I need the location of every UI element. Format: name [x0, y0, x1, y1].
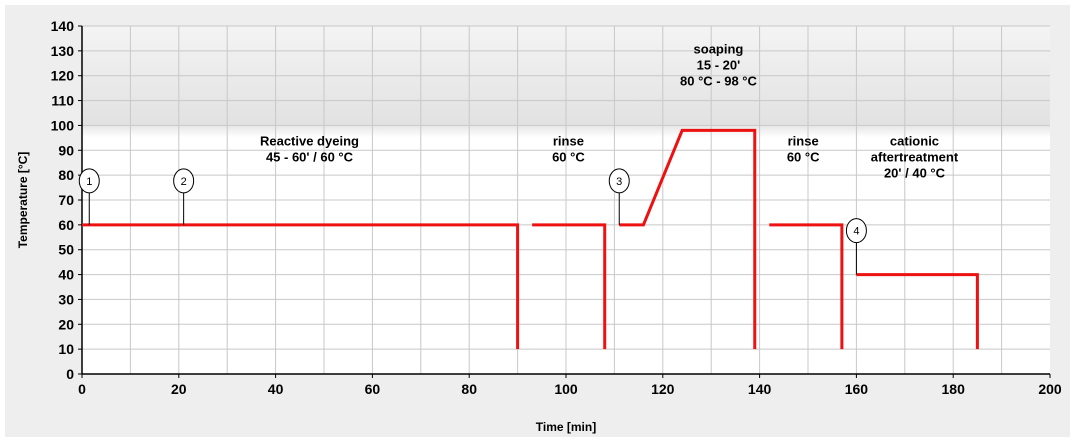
temperature-time-chart: 0 10 20 30 40 50 60 70 80 90 100 110 120 130 140 0 20 40 6… [16, 18, 1062, 434]
step-marker-circle [608, 168, 630, 194]
x-tick-label: 140 [748, 381, 772, 397]
step-marker-label: 4 [853, 226, 859, 238]
stage-annotation: rinse 60 °C [787, 133, 820, 164]
x-tick-label: 20 [171, 381, 187, 397]
y-tick-label: 20 [58, 316, 74, 332]
stage-annotation: rinse 60 °C [552, 133, 585, 164]
annotation-line: cationic [890, 133, 939, 148]
x-tick-label: 0 [78, 381, 86, 397]
temperature-segment [619, 128, 757, 350]
x-tick-label: 160 [845, 381, 869, 397]
x-tick-label: 60 [365, 381, 381, 397]
x-tick-label: 120 [651, 381, 675, 397]
y-axis-title: Temperature [°C] [16, 152, 30, 249]
temperature-segment [856, 273, 979, 350]
y-tick-label: 0 [66, 366, 74, 382]
annotation-line: 20' / 40 °C [884, 165, 946, 180]
annotation-line: rinse [788, 133, 819, 148]
temperature-segment [82, 223, 520, 350]
annotation-line: 45 - 60' / 60 °C [266, 149, 354, 164]
y-tick-label: 50 [58, 242, 74, 258]
annotation-line: Reactive dyeing [260, 133, 359, 148]
stage-annotation: cationic aftertreatment 20' / 40 °C [871, 133, 959, 180]
annotation-line: soaping [694, 41, 744, 56]
y-tick-label: 100 [51, 117, 75, 133]
y-tick-label: 90 [58, 142, 74, 158]
step-marker-circle [845, 218, 867, 244]
x-axis-title: Time [min] [536, 420, 596, 434]
y-tick-label: 130 [51, 43, 75, 59]
y-tick-label: 40 [58, 267, 74, 283]
y-tick-label: 120 [51, 68, 75, 84]
stage-annotation: Reactive dyeing 45 - 60' / 60 °C [260, 133, 359, 164]
y-tick-label: 140 [51, 18, 75, 34]
y-tick-label: 80 [58, 167, 74, 183]
annotation-line: 80 °C - 98 °C [680, 73, 757, 88]
step-marker-circle [173, 168, 195, 194]
y-tick-label: 70 [58, 192, 74, 208]
x-tick-label: 100 [554, 381, 578, 397]
step-marker-label: 3 [616, 176, 622, 188]
step-marker-label: 1 [86, 176, 92, 188]
stage-annotation: soaping 15 - 20' 80 °C - 98 °C [680, 41, 757, 88]
annotation-line: aftertreatment [871, 149, 959, 164]
y-tick-label: 60 [58, 217, 74, 233]
x-tick-label: 40 [268, 381, 284, 397]
annotation-line: 60 °C [552, 149, 585, 164]
y-tick-label: 10 [58, 341, 74, 357]
annotation-line: 15 - 20' [697, 57, 741, 72]
x-tick-label: 80 [461, 381, 477, 397]
step-marker-label: 2 [181, 176, 187, 188]
y-tick-label: 30 [58, 291, 74, 307]
annotation-line: 60 °C [787, 149, 820, 164]
step-marker-circle [78, 168, 100, 194]
x-tick-label: 180 [942, 381, 966, 397]
temperature-segment [769, 223, 844, 350]
chart-frame: 0 10 20 30 40 50 60 70 80 90 100 110 120 130 140 0 20 40 6… [5, 5, 1070, 437]
annotation-line: rinse [553, 133, 584, 148]
x-tick-label: 200 [1038, 381, 1062, 397]
y-tick-label: 110 [51, 93, 74, 109]
temperature-segment [532, 223, 607, 350]
